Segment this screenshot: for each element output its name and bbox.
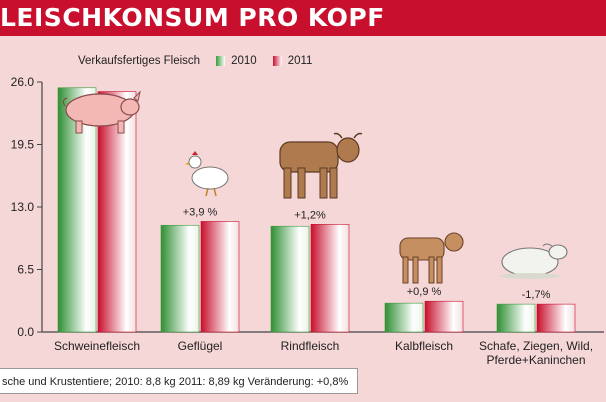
change-label: +0,9 % xyxy=(407,286,442,298)
labels: -1,7 %Schweinefleisch+3,9 %Geflügel+1,2%… xyxy=(54,99,593,367)
chart-title: LEISCHKONSUM PRO KOPF xyxy=(0,3,385,32)
category-label: Rindfleisch xyxy=(281,339,340,353)
bar-2011-1 xyxy=(200,221,240,333)
calf-icon xyxy=(399,232,464,284)
chicken-icon xyxy=(185,151,229,197)
category-label: Pferde+Kaninchen xyxy=(486,353,585,367)
bar-2010-2 xyxy=(270,225,310,333)
change-label: +3,9 % xyxy=(183,206,218,218)
category-label: Kalbfleisch xyxy=(395,339,453,353)
category-label: Schafe, Ziegen, Wild, xyxy=(479,339,593,353)
y-tick-label: 13.0 xyxy=(11,200,35,214)
cow-icon xyxy=(279,132,363,199)
y-tick-label: 6.5 xyxy=(17,263,34,277)
legend: Verkaufsfertiges Fleisch 2010 2011 xyxy=(78,55,312,67)
footnote: sche und Krustentiere; 2010: 8,8 kg 2011… xyxy=(0,368,358,394)
sheep-icon xyxy=(500,243,568,279)
category-label: Geflügel xyxy=(178,339,223,353)
legend-label: Verkaufsfertiges Fleisch xyxy=(78,55,201,67)
legend-swatch-2010 xyxy=(216,56,226,66)
bar-2010-1 xyxy=(160,224,200,333)
title-bar: LEISCHKONSUM PRO KOPF xyxy=(0,0,606,36)
pig-icon xyxy=(62,90,141,134)
legend-swatch-2011 xyxy=(272,56,282,66)
bar-2010-4 xyxy=(496,303,536,333)
bars xyxy=(57,87,576,333)
bar-2011-3 xyxy=(424,300,464,333)
change-label: -1,7% xyxy=(522,289,551,301)
bar-2010-3 xyxy=(384,302,424,333)
legend-2010: 2010 xyxy=(231,55,257,67)
change-label: +1,2% xyxy=(294,209,326,221)
y-tick-label: 19.5 xyxy=(11,138,35,152)
legend-2011: 2011 xyxy=(287,55,313,67)
bar-2011-4 xyxy=(536,303,576,333)
category-label: Schweinefleisch xyxy=(54,339,140,353)
bar-2011-0 xyxy=(97,91,137,333)
y-tick-label: 26.0 xyxy=(11,75,35,89)
y-tick-label: 0.0 xyxy=(17,325,34,339)
bar-2011-2 xyxy=(310,224,350,333)
